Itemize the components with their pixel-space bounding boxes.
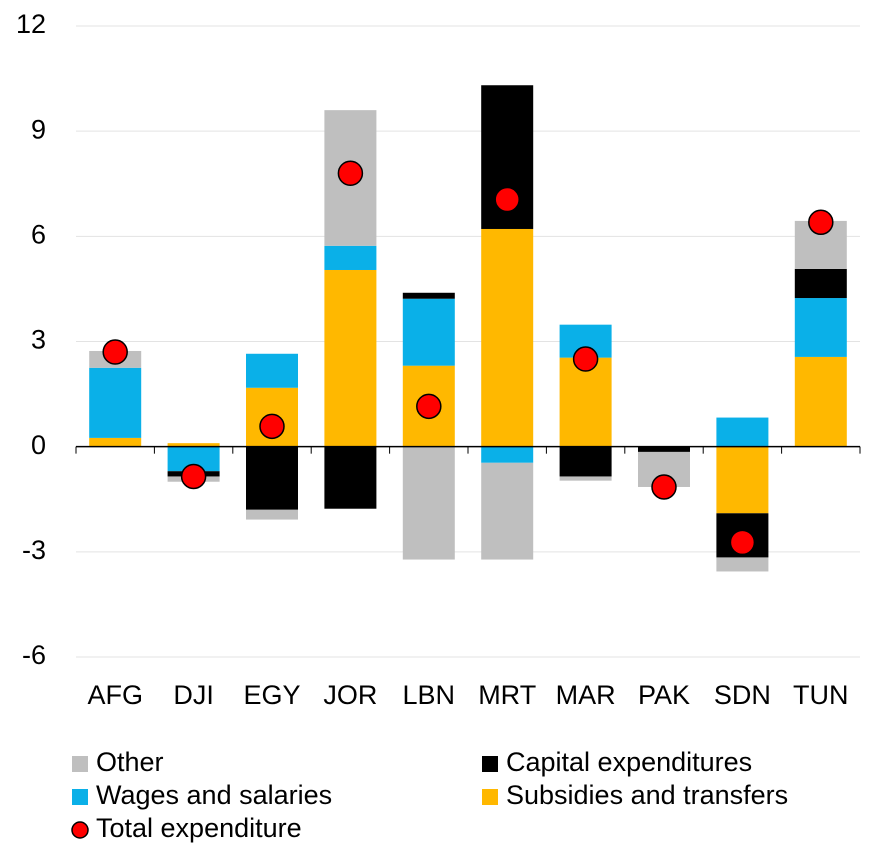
dot bbox=[102, 339, 128, 365]
dot bbox=[259, 413, 285, 440]
bar-segment bbox=[638, 446, 690, 452]
bar-segment bbox=[559, 446, 612, 477]
x-tick-label: DJI bbox=[173, 680, 214, 710]
x-tick-label: LBN bbox=[403, 680, 456, 710]
bar-segment bbox=[402, 298, 455, 366]
legend-label: Capital expenditures bbox=[506, 747, 752, 777]
dot bbox=[572, 346, 599, 372]
x-tick-label: EGY bbox=[243, 680, 300, 710]
x-tick-label: MRT bbox=[478, 680, 536, 710]
bar-segment bbox=[167, 443, 220, 447]
legend-label: Total expenditure bbox=[96, 813, 302, 843]
y-tick-label: -6 bbox=[22, 640, 46, 670]
x-tick-label: TUN bbox=[793, 680, 849, 710]
bar-segment bbox=[402, 292, 455, 299]
legend-marker bbox=[72, 789, 88, 805]
legend-label: Wages and salaries bbox=[96, 780, 332, 810]
bar-segment bbox=[794, 298, 847, 357]
y-tick-label: 6 bbox=[31, 219, 46, 249]
x-tick-label: PAK bbox=[638, 680, 690, 710]
bar-segment bbox=[246, 353, 298, 388]
legend-label: Subsidies and transfers bbox=[506, 780, 788, 810]
bar-segment bbox=[481, 228, 534, 447]
y-tick-label: 0 bbox=[31, 430, 46, 460]
legend-marker bbox=[72, 756, 88, 772]
x-tick-label: MAR bbox=[556, 680, 616, 710]
y-tick-label: 12 bbox=[16, 9, 46, 39]
bar-segment bbox=[559, 476, 612, 481]
x-tick-label: AFG bbox=[87, 680, 143, 710]
dot bbox=[651, 474, 677, 500]
bar-segment bbox=[89, 437, 142, 447]
legend-marker bbox=[482, 756, 498, 772]
dot bbox=[180, 463, 207, 490]
y-tick-label: 9 bbox=[31, 114, 46, 144]
bar-segment bbox=[402, 446, 455, 560]
bar-segment bbox=[716, 417, 769, 447]
legend-marker bbox=[482, 789, 498, 805]
bar-segment bbox=[794, 356, 847, 447]
bar-segment bbox=[89, 367, 142, 438]
bar-segment bbox=[246, 509, 298, 520]
dot bbox=[808, 209, 834, 236]
bar-segment bbox=[324, 245, 377, 270]
y-tick-label: 3 bbox=[31, 325, 46, 355]
bar-segment bbox=[716, 446, 769, 514]
bar-segment bbox=[481, 462, 534, 560]
dot bbox=[729, 529, 756, 556]
bar-segment bbox=[481, 446, 534, 463]
legend-label: Other bbox=[96, 747, 164, 777]
dot bbox=[494, 186, 520, 213]
dot bbox=[416, 393, 442, 420]
y-tick-label: -3 bbox=[22, 535, 46, 565]
x-tick-label: SDN bbox=[714, 680, 771, 710]
bar-segment bbox=[716, 557, 769, 572]
x-tick-label: JOR bbox=[323, 680, 377, 710]
bar-segment bbox=[794, 268, 847, 299]
bar-segment bbox=[246, 446, 298, 510]
dot bbox=[337, 160, 364, 186]
bar-segment bbox=[324, 446, 377, 509]
bar-segment bbox=[559, 357, 612, 447]
bar-segment bbox=[324, 269, 377, 447]
legend-marker bbox=[71, 821, 89, 839]
